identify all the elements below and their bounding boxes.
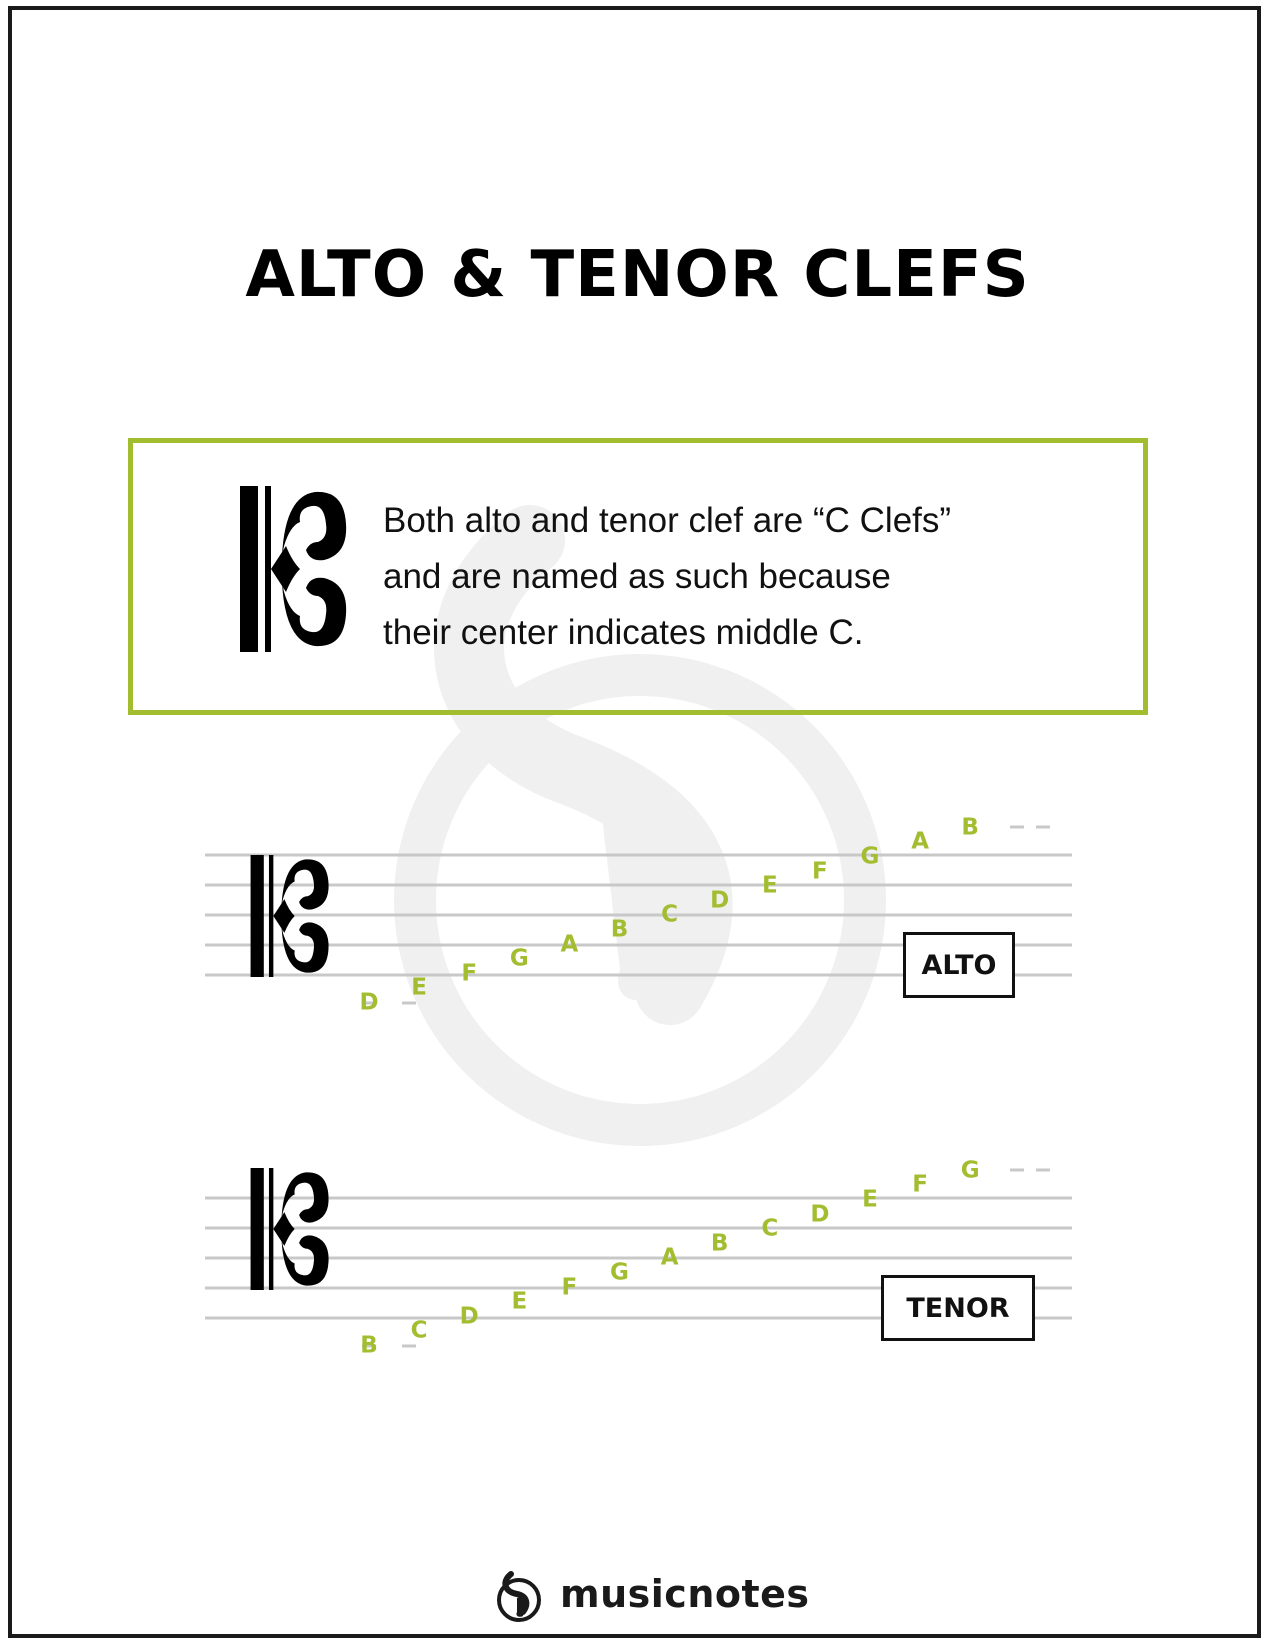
note-label: B (610, 916, 629, 943)
c-clef-icon (240, 486, 347, 652)
note-label: F (912, 1171, 928, 1198)
alto-ledger-lines (362, 825, 1050, 1005)
alto-staff: ALTO D E F G A B C D E F G A B (0, 780, 1275, 1020)
tenor-label-box: TENOR (881, 1275, 1035, 1341)
tenor-ledger-lines (362, 1168, 1050, 1348)
page-title: ALTO & TENOR CLEFS (245, 238, 1030, 312)
alto-c-clef-icon (250, 855, 329, 977)
alto-label: ALTO (921, 949, 997, 981)
watermark-logo-icon (394, 505, 886, 1146)
note-label: G (610, 1259, 629, 1286)
tenor-c-clef-icon (250, 1168, 329, 1290)
alto-label-box: ALTO (903, 932, 1015, 998)
note-label: A (911, 828, 929, 855)
note-label: F (561, 1274, 578, 1301)
note-label: B (961, 814, 979, 841)
page-frame (8, 6, 1261, 1638)
note-label: E (862, 1186, 878, 1213)
note-label: C (761, 1215, 779, 1242)
note-label: G (509, 945, 529, 972)
note-label: G (960, 1157, 980, 1184)
info-line: their center indicates middle C. (383, 613, 864, 652)
note-label: E (761, 872, 778, 899)
note-label: D (459, 1303, 479, 1330)
note-label: F (461, 960, 478, 987)
note-label: D (810, 1201, 830, 1228)
brand-name: musicnotes (560, 1572, 810, 1616)
info-line: and are named as such because (383, 557, 891, 596)
note-label: A (660, 1244, 679, 1271)
note-label: E (411, 974, 427, 1001)
note-label: D (359, 989, 379, 1016)
note-label: A (560, 931, 579, 958)
info-box (128, 438, 1148, 715)
note-label: D (710, 887, 730, 914)
note-label: C (410, 1317, 428, 1344)
info-line: Both alto and tenor clef are “C Clefs” (383, 501, 952, 540)
note-label: E (511, 1288, 528, 1315)
note-label: B (360, 1332, 378, 1359)
note-label: G (860, 843, 880, 870)
info-text: Both alto and tenor clef are “C Clefs” a… (383, 493, 1083, 661)
note-label: B (710, 1230, 729, 1257)
tenor-label: TENOR (906, 1292, 1010, 1324)
note-label: C (661, 901, 679, 928)
tenor-staff: TENOR B C D E F G A B C D E F G (0, 1120, 1275, 1360)
musicnotes-logo-icon (497, 1571, 541, 1622)
note-label: F (812, 858, 828, 885)
